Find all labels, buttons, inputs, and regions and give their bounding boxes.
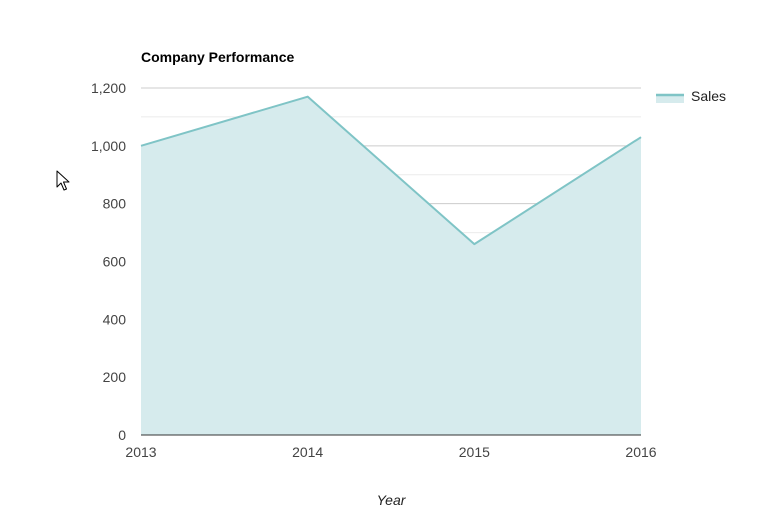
x-tick-label: 2013 <box>125 444 156 460</box>
x-tick-label: 2015 <box>459 444 490 460</box>
y-tick-label: 600 <box>103 254 127 270</box>
legend-swatch-fill <box>656 95 684 103</box>
x-tick-label: 2016 <box>625 444 656 460</box>
legend[interactable]: Sales <box>656 88 726 104</box>
axis-layer: 0 200 400 600 800 1,000 1,200 2013 2014 2015 2016 <box>91 80 657 460</box>
x-tick-label: 2014 <box>292 444 323 460</box>
series-area-0 <box>141 96 641 436</box>
chart-title: Company Performance <box>141 49 294 65</box>
area-layer <box>140 95 642 436</box>
x-axis-title: Year <box>377 492 407 508</box>
y-tick-label: 200 <box>103 369 127 385</box>
y-tick-label: 1,000 <box>91 138 126 154</box>
y-tick-label: 0 <box>118 427 126 443</box>
y-tick-label: 400 <box>103 311 127 327</box>
series-line-0 <box>140 95 642 246</box>
mouse-pointer-icon <box>56 170 70 191</box>
y-tick-label: 800 <box>103 196 127 212</box>
y-tick-label: 1,200 <box>91 80 126 96</box>
legend-label-sales: Sales <box>691 88 726 104</box>
